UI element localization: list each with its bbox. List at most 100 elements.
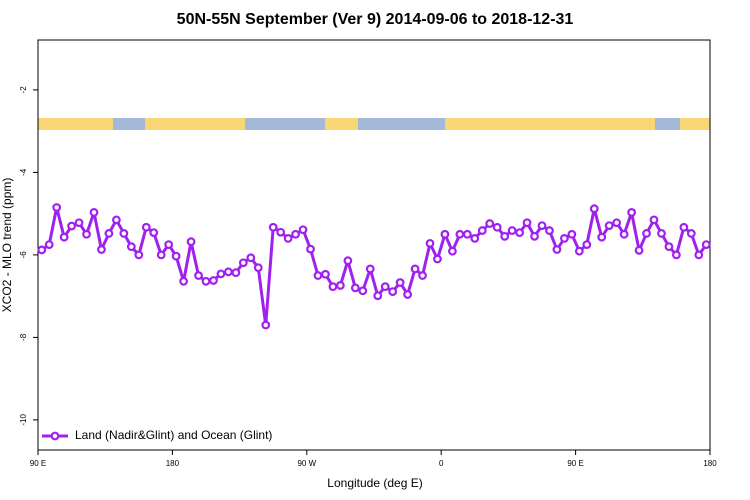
data-point [619, 229, 629, 239]
data-point [567, 229, 577, 239]
data-point [492, 222, 502, 232]
data-point [418, 271, 427, 280]
data-point [82, 229, 91, 239]
data-point [134, 250, 144, 260]
data-point [291, 229, 301, 239]
data-point [552, 245, 562, 254]
data-point [380, 282, 390, 292]
plot-frame [37, 39, 711, 451]
data-point [164, 240, 174, 249]
data-point [701, 240, 711, 249]
data-point [522, 218, 532, 228]
data-point [537, 221, 547, 231]
y-tick-label: -4 [19, 168, 28, 176]
data-point [373, 291, 383, 301]
data-point [201, 276, 211, 286]
data-point [343, 256, 353, 266]
data-point [597, 232, 607, 242]
data-point [276, 227, 286, 237]
data-point [321, 269, 330, 279]
data-point [545, 226, 554, 235]
data-point [679, 222, 689, 232]
data-point [223, 267, 233, 277]
data-point [485, 219, 495, 228]
data-point [634, 245, 644, 255]
data-point [642, 229, 651, 238]
data-point [306, 244, 315, 254]
data-point [448, 246, 457, 256]
land-ocean-strip [38, 118, 710, 130]
data-point [672, 250, 681, 260]
data-point [686, 229, 696, 238]
data-point [403, 290, 413, 299]
data-point [395, 278, 405, 287]
data-point [179, 276, 189, 286]
data-point [283, 234, 293, 243]
data-point [336, 281, 345, 290]
data-point [358, 286, 368, 296]
data-point [119, 229, 129, 238]
data-point [574, 246, 584, 256]
x-tick-label: 90 W [297, 459, 316, 468]
data-point [365, 264, 375, 274]
data-point [500, 231, 510, 241]
x-tick-label: 180 [703, 459, 717, 468]
data-point [186, 237, 196, 247]
data-point [612, 218, 622, 228]
data-point [171, 251, 181, 261]
data-point [37, 245, 47, 255]
chart-title: 50N-55N September (Ver 9) 2014-09-06 to … [177, 11, 574, 28]
legend-label: Land (Nadir&Glint) and Ocean (Glint) [75, 428, 272, 442]
data-point [388, 287, 398, 297]
data-point [433, 254, 442, 264]
data-point [462, 229, 472, 239]
data-point [44, 240, 54, 249]
y-tick-label: -10 [19, 414, 28, 426]
data-point [238, 258, 248, 268]
data-point [268, 222, 278, 232]
data-point [477, 226, 487, 235]
data-point [261, 320, 271, 330]
data-point [209, 276, 218, 285]
data-point [156, 250, 166, 260]
data-point [141, 222, 151, 232]
y-tick-label: -2 [19, 86, 28, 94]
y-tick-label: -6 [19, 251, 28, 259]
x-axis-label: Longitude (deg E) [327, 476, 422, 490]
data-point [507, 226, 517, 235]
data-point [328, 282, 338, 292]
x-tick-label: 180 [166, 459, 180, 468]
data-point [253, 263, 263, 273]
data-point [649, 215, 659, 225]
data-point [231, 268, 241, 278]
data-point [216, 269, 226, 279]
data-point [582, 240, 592, 249]
x-tick-label: 90 E [30, 459, 46, 468]
data-point [589, 204, 599, 214]
data-point [515, 228, 524, 238]
data-point [410, 264, 420, 274]
data-point [89, 208, 99, 217]
data-point [52, 203, 62, 212]
data-point [74, 218, 84, 228]
data-point [440, 229, 450, 239]
legend-marker [50, 431, 60, 441]
data-point [298, 225, 308, 235]
data-point [313, 271, 323, 280]
y-axis-label: XCO2 - MLO trend (ppm) [0, 178, 14, 313]
x-tick-label: 0 [439, 459, 444, 468]
y-tick-label: -8 [19, 333, 28, 341]
data-point [425, 238, 435, 248]
data-point [97, 245, 106, 254]
data-point [149, 228, 159, 238]
data-point [67, 221, 76, 231]
data-point [59, 232, 69, 242]
data-point [455, 229, 465, 239]
data-point [664, 242, 674, 252]
data-point [194, 271, 203, 280]
data-point [694, 250, 704, 260]
data-point [470, 234, 480, 243]
data-point [104, 229, 114, 238]
data-point [604, 221, 614, 231]
